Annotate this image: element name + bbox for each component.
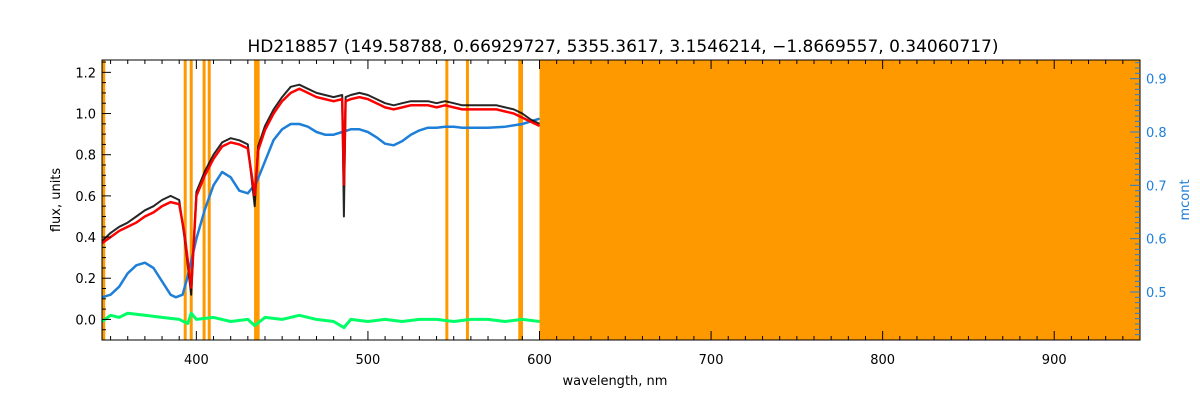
masked-region: [539, 60, 1140, 340]
masked-line: [519, 60, 523, 340]
masked-line: [102, 60, 106, 340]
y-right-tick-label: 0.5: [1146, 286, 1167, 301]
y-axis-right-label: mcont: [1178, 179, 1193, 220]
masked-line: [445, 60, 449, 340]
y-tick-label: 0.2: [75, 272, 96, 287]
masked-line: [183, 60, 187, 340]
x-tick-label: 700: [699, 353, 724, 368]
y-tick-label: 1.2: [75, 66, 96, 81]
x-tick-label: 500: [356, 353, 381, 368]
y-right-tick-label: 0.7: [1146, 179, 1167, 194]
x-axis: 400 500 600 700 800 900: [110, 60, 1141, 368]
y-tick-label: 1.0: [75, 108, 96, 123]
masked-line: [518, 60, 522, 340]
y-tick-label: 0.8: [75, 149, 96, 164]
masked-regions: [102, 60, 1140, 340]
y-tick-label: 0.4: [75, 231, 96, 246]
y-axis-label: flux, units: [49, 168, 64, 233]
x-tick-label: 900: [1042, 353, 1067, 368]
masked-line: [256, 60, 260, 340]
y-axis-right: 0.5 0.6 0.7 0.8 0.9: [1130, 62, 1167, 336]
chart-title: HD218857 (149.58788, 0.66929727, 5355.36…: [248, 37, 999, 57]
y-tick-label: 0.6: [75, 190, 96, 205]
y-right-tick-label: 0.6: [1146, 233, 1167, 248]
spectrum-series: [101, 83, 541, 330]
y-axis-left: 0.0 0.2 0.4 0.6 0.8 1.0 1.2: [75, 61, 111, 341]
y-right-tick-label: 0.9: [1146, 73, 1167, 88]
y-right-tick-label: 0.8: [1146, 126, 1167, 141]
residual-line: [101, 311, 540, 330]
y-tick-label: 0.0: [75, 313, 96, 328]
masked-line: [465, 60, 469, 340]
x-tick-label: 800: [870, 353, 895, 368]
x-tick-label: 400: [184, 353, 209, 368]
x-tick-label: 600: [527, 353, 552, 368]
plot-frame: [101, 59, 1141, 341]
continuum-line: [101, 117, 540, 299]
masked-line: [189, 60, 193, 340]
masked-line: [202, 60, 206, 340]
model-line-overlay: [101, 87, 541, 289]
x-axis-label: wavelength, nm: [563, 374, 668, 389]
plot-border: [101, 59, 1141, 341]
